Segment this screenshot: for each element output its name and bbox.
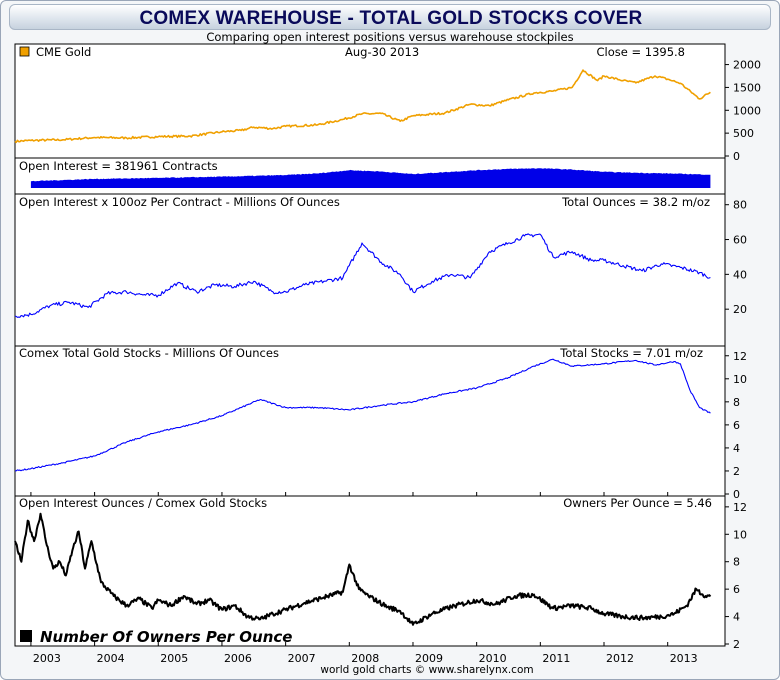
stk-y-tick-label: 6 [733, 419, 740, 432]
owners-panel [14, 495, 726, 647]
x-axis-ticks: 2003 2004 2005 2006 2007 2008 2009 2010 2011 2012… [30, 492, 698, 665]
stocks-title: Comex Total Gold Stocks - Millions Of Ou… [19, 346, 279, 360]
owners-readout: Owners Per Ounce = 5.46 [563, 496, 712, 510]
oz-y-tick-label: 40 [733, 268, 747, 281]
owners-legend-label: Number Of Owners Per Ounce [40, 628, 292, 646]
own-y-tick-label: 4 [733, 611, 740, 624]
comex-stocks-line [14, 358, 711, 472]
stk-y-tick-label: 2 [733, 465, 740, 478]
x-tick-label: 2007 [288, 652, 316, 665]
stk-y-tick-label: 0 [733, 488, 740, 501]
stk-y-tick-label: 12 [733, 350, 747, 363]
owners-per-ounce-line [14, 512, 712, 626]
oi-ounces-line [14, 233, 711, 318]
x-tick-label: 2008 [351, 652, 379, 665]
stocks-readout: Total Stocks = 7.01 m/oz [559, 346, 703, 360]
footer-credit: world gold charts © www.sharelynx.com [320, 664, 533, 676]
gold-close-readout: Close = 1395.8 [596, 45, 685, 59]
own-y-tick-label: 6 [733, 583, 740, 596]
y-axis-ticks: 0 500 1000 1500 2000 20 40 60 80 0 2 4 6 8 10 12 2 4 6 8 10 1… [725, 59, 761, 651]
title-bar: COMEX WAREHOUSE - TOTAL GOLD STOCKS COVE… [9, 4, 771, 30]
owners-title: Open Interest Ounces / Comex Gold Stocks [19, 496, 267, 510]
stocks-panel [14, 345, 726, 497]
gold-y-tick-label: 2000 [733, 59, 761, 72]
oi-ounces-readout: Total Ounces = 38.2 m/oz [561, 195, 710, 209]
x-tick-label: 2005 [160, 652, 188, 665]
x-tick-label: 2003 [33, 652, 61, 665]
x-tick-label: 2011 [542, 652, 570, 665]
oz-y-tick-label: 20 [733, 303, 747, 316]
x-tick-label: 2013 [670, 652, 698, 665]
gold-y-tick-label: 500 [733, 127, 754, 140]
gold-y-tick-label: 0 [733, 150, 740, 163]
gold-legend-swatch [19, 46, 30, 57]
gold-legend-label: CME Gold [36, 45, 91, 59]
x-tick-label: 2012 [606, 652, 634, 665]
gold-y-tick-label: 1500 [733, 81, 761, 94]
oi-ounces-panel [14, 193, 726, 347]
gold-date-label: Aug-30 2013 [345, 45, 419, 59]
own-y-tick-label: 2 [733, 638, 740, 651]
oi-ounces-title: Open Interest x 100oz Per Contract - Mil… [19, 195, 340, 209]
page-subtitle: Comparing open interest positions versus… [206, 30, 574, 44]
page-title: COMEX WAREHOUSE - TOTAL GOLD STOCKS COVE… [139, 8, 643, 29]
own-y-tick-label: 8 [733, 556, 740, 569]
own-y-tick-label: 12 [733, 501, 747, 514]
gold-price-panel [14, 43, 726, 159]
oz-y-tick-label: 60 [733, 234, 747, 247]
open-interest-area [30, 168, 711, 188]
oz-y-tick-label: 80 [733, 199, 747, 212]
stk-y-tick-label: 4 [733, 442, 740, 455]
stk-y-tick-label: 8 [733, 396, 740, 409]
stk-y-tick-label: 10 [733, 373, 747, 386]
x-tick-label: 2010 [479, 652, 507, 665]
open-interest-label: Open Interest = 381961 Contracts [19, 159, 218, 173]
x-tick-label: 2009 [415, 652, 443, 665]
owners-legend-swatch [20, 630, 32, 642]
x-tick-label: 2006 [224, 652, 252, 665]
gold-price-line [14, 69, 711, 144]
own-y-tick-label: 10 [733, 528, 747, 541]
x-tick-label: 2004 [97, 652, 125, 665]
gold-y-tick-label: 1000 [733, 104, 761, 117]
